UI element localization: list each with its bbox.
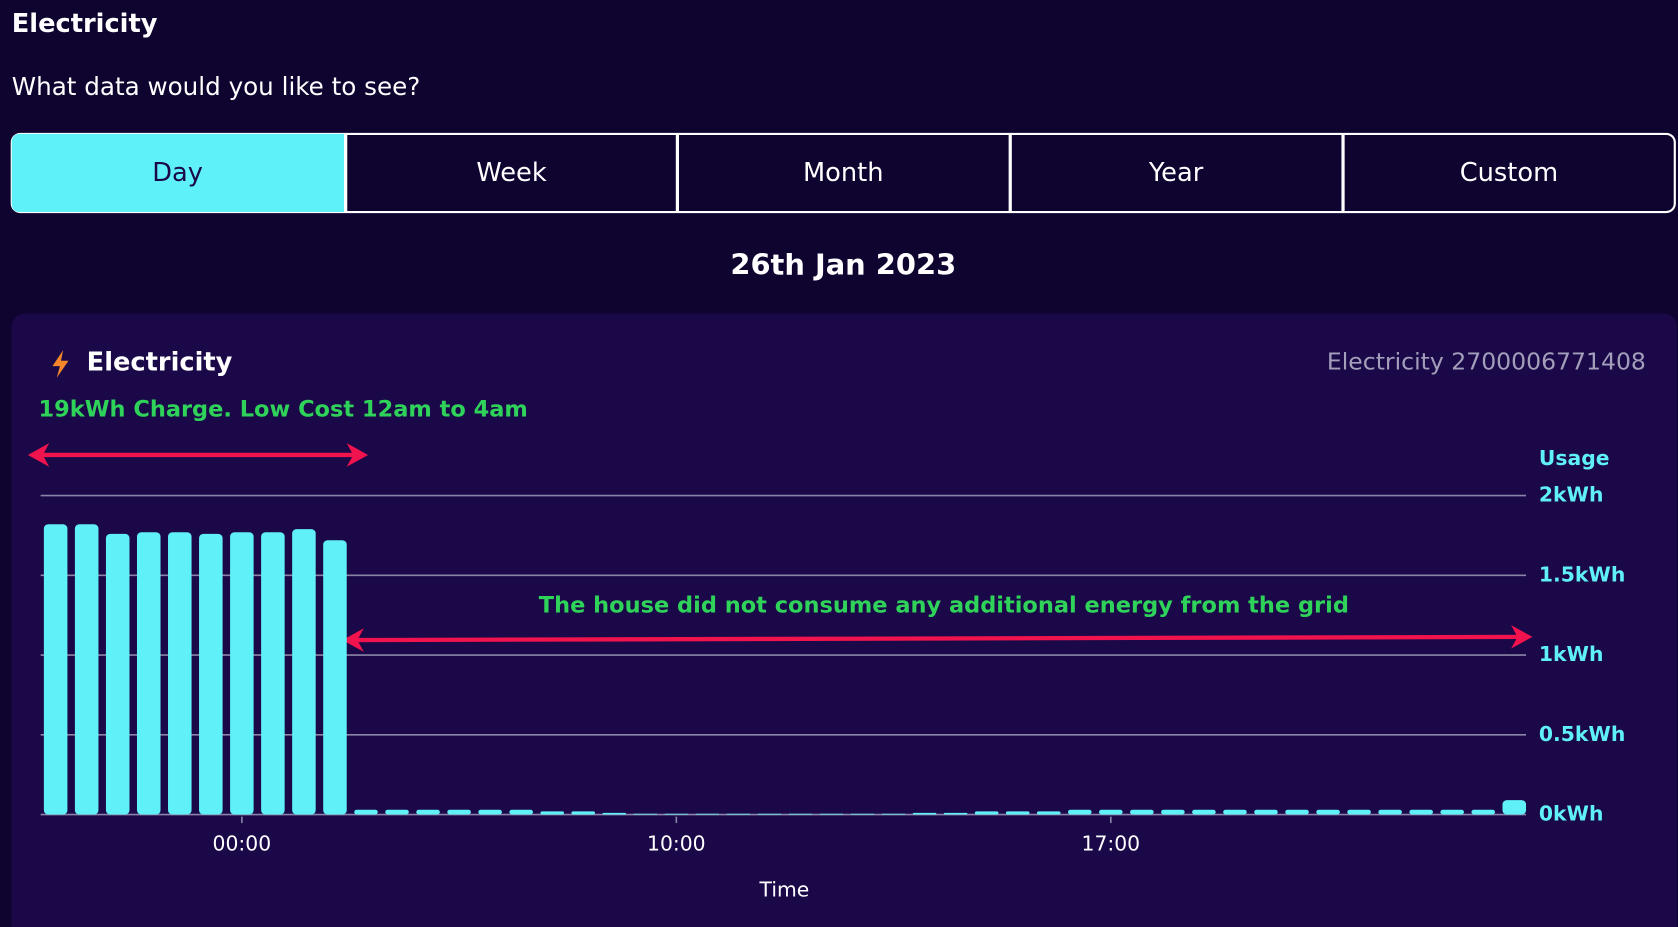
bar [385, 809, 409, 815]
bar [509, 809, 533, 815]
bar [1502, 800, 1527, 815]
bar [478, 809, 502, 815]
bar [43, 524, 68, 815]
bar [416, 809, 440, 815]
bar [1192, 809, 1216, 815]
bar [757, 813, 782, 815]
x-tick-label: 10:00 [647, 831, 706, 855]
bar [354, 809, 378, 815]
bar [912, 812, 937, 815]
bar [1285, 809, 1309, 815]
card-title: Electricity [87, 347, 233, 377]
bar [1440, 809, 1464, 815]
y-tick-label: 0.5kWh [1539, 722, 1625, 746]
page-title: Electricity [12, 9, 158, 39]
bar [633, 813, 658, 815]
y-tick-label: 0kWh [1539, 802, 1604, 826]
arrowhead [346, 443, 369, 467]
bar [974, 811, 999, 815]
bar [602, 812, 627, 815]
y-axis-title: Usage [1539, 446, 1610, 470]
arrowhead [1511, 625, 1533, 649]
prompt: What data would you like to see? [12, 72, 421, 101]
bar [323, 540, 347, 815]
tab-bar: Day Week Month Year Custom [10, 132, 1676, 214]
tab[interactable]: Year [1148, 158, 1204, 188]
bar [1068, 809, 1092, 815]
bar [788, 813, 813, 815]
bar [1099, 809, 1123, 815]
tab[interactable]: Month [803, 158, 883, 188]
arrow-line [353, 634, 1522, 643]
x-tick-label: 17:00 [1082, 831, 1141, 855]
bar [1378, 809, 1402, 815]
x-axis-title: Time [759, 877, 810, 901]
bar [881, 813, 906, 815]
tab-selected[interactable] [11, 133, 346, 213]
lightning-icon [52, 350, 69, 378]
bar [74, 524, 99, 815]
bar [168, 532, 192, 815]
bar [292, 529, 316, 815]
bar [1347, 809, 1371, 815]
bar [1223, 809, 1247, 815]
arrows [27, 443, 1533, 652]
tab[interactable]: Custom [1460, 158, 1558, 188]
bar [819, 813, 844, 815]
bar [571, 811, 596, 815]
bar [1471, 809, 1496, 815]
bar [447, 809, 471, 815]
bar [664, 813, 689, 815]
date: 26th Jan 2023 [730, 248, 956, 282]
bar [943, 812, 968, 815]
y-tick-label: 1.5kWh [1539, 562, 1625, 586]
x-tick-label: 00:00 [213, 831, 272, 855]
bar [850, 813, 875, 815]
bar [1161, 809, 1185, 815]
bar [540, 811, 564, 815]
y-tick-label: 2kWh [1539, 483, 1604, 507]
bar [261, 532, 285, 815]
bar [1316, 809, 1340, 815]
annotation: 19kWh Charge. Low Cost 12am to 4am [39, 396, 528, 422]
bar [726, 813, 751, 815]
arrowhead [27, 443, 50, 467]
bar [1005, 811, 1030, 815]
card [11, 313, 1677, 927]
bar [199, 533, 223, 815]
annotation: The house did not consume any additional… [539, 592, 1349, 618]
bar [136, 532, 161, 815]
arrowhead [342, 628, 364, 652]
y-tick-label: 1kWh [1539, 642, 1604, 666]
bar [230, 532, 254, 815]
tab[interactable]: Day [152, 158, 203, 188]
tab[interactable]: Week [476, 158, 546, 188]
bar [695, 813, 720, 815]
bar [1254, 809, 1278, 815]
meter-id: Electricity 2700006771408 [1327, 347, 1646, 375]
bar [1036, 811, 1061, 815]
bar [1409, 809, 1433, 815]
bar [105, 533, 130, 815]
bar [1130, 809, 1154, 815]
